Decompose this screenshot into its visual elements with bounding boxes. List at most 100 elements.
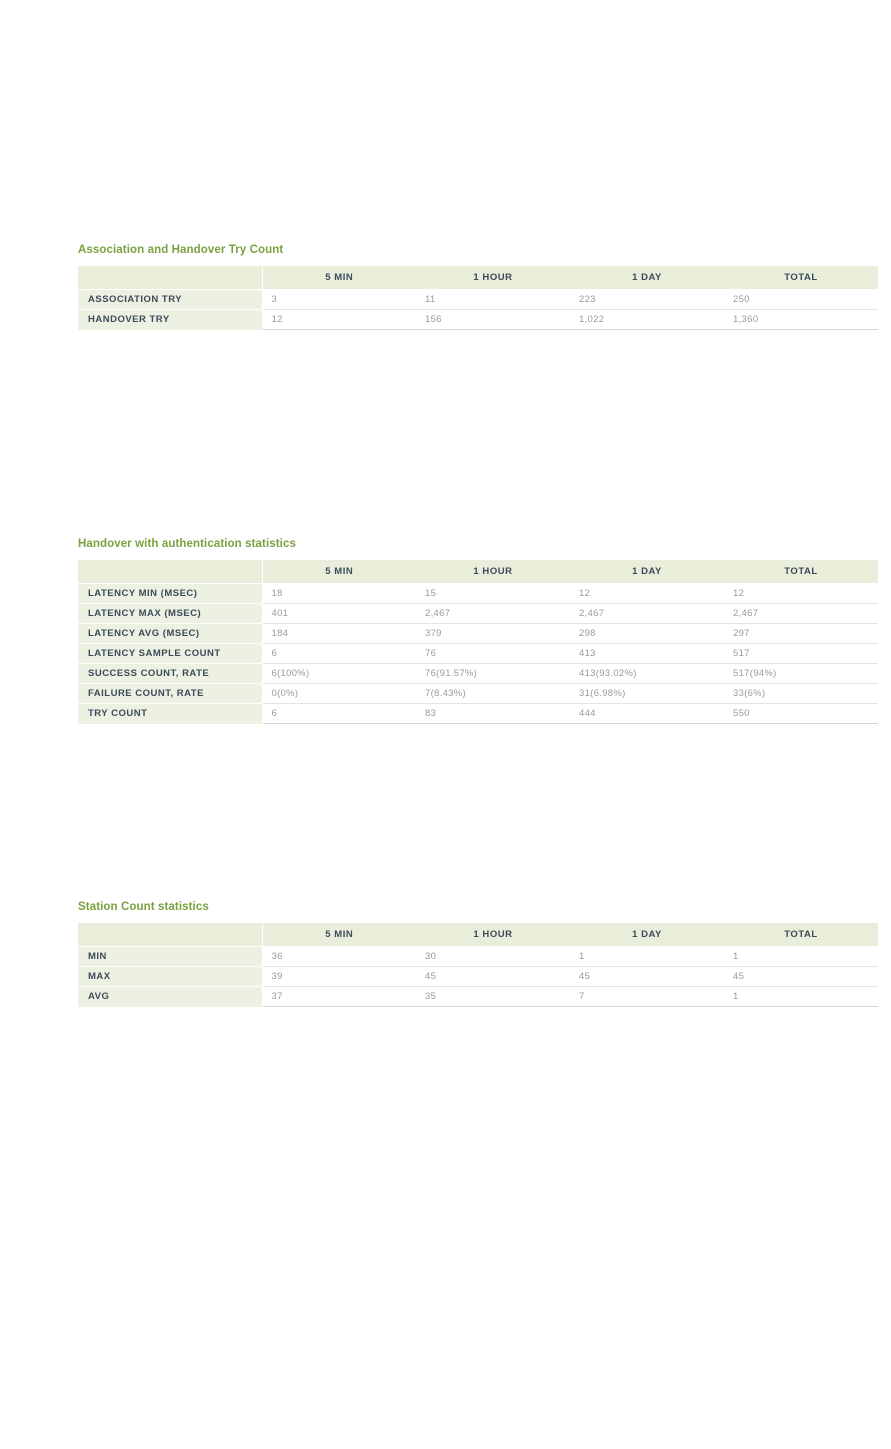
- table-row: LATENCY MIN (MSEC) 18 15 12 12: [78, 583, 878, 604]
- cell-avg-total: 1: [724, 986, 878, 1007]
- cell-max-1-hour: 45: [416, 966, 570, 987]
- cell-success-count-rate-5-min: 6(100%): [262, 663, 416, 684]
- cell-latency-avg-5-min: 184: [262, 623, 416, 644]
- cell-latency-sample-count-5-min: 6: [262, 643, 416, 664]
- cell-max-total: 45: [724, 966, 878, 987]
- cell-latency-min-1-hour: 15: [416, 583, 570, 604]
- column-header-total: TOTAL: [724, 560, 878, 584]
- column-header-total: TOTAL: [724, 266, 878, 290]
- report-section-station-count-statistics: Station Count statistics 5 MIN 1 HOUR 1 …: [78, 900, 878, 1007]
- row-label-association-try: ASSOCIATION TRY: [78, 289, 263, 310]
- cell-handover-try-1-day: 1,022: [570, 309, 724, 330]
- cell-latency-max-1-day: 2,467: [570, 603, 724, 624]
- cell-success-count-rate-1-day: 413(93.02%): [570, 663, 724, 684]
- cell-latency-sample-count-1-day: 413: [570, 643, 724, 664]
- table-row: TRY COUNT 6 83 444 550: [78, 703, 878, 724]
- table-header-row: 5 MIN 1 HOUR 1 DAY TOTAL: [78, 923, 878, 947]
- table-header: 5 MIN 1 HOUR 1 DAY TOTAL: [78, 923, 878, 947]
- column-header-1-day: 1 DAY: [570, 266, 724, 290]
- column-header-1-day: 1 DAY: [570, 923, 724, 947]
- cell-max-1-day: 45: [570, 966, 724, 987]
- cell-avg-1-hour: 35: [416, 986, 570, 1007]
- cell-failure-count-rate-1-day: 31(6.98%): [570, 683, 724, 704]
- cell-latency-max-total: 2,467: [724, 603, 878, 624]
- cell-association-try-total: 250: [724, 289, 878, 310]
- table-row: LATENCY MAX (MSEC) 401 2,467 2,467 2,467: [78, 603, 878, 624]
- cell-failure-count-rate-total: 33(6%): [724, 683, 878, 704]
- cell-latency-sample-count-total: 517: [724, 643, 878, 664]
- row-label-latency-min: LATENCY MIN (MSEC): [78, 583, 263, 604]
- cell-latency-min-total: 12: [724, 583, 878, 604]
- table-row: MIN 36 30 1 1: [78, 946, 878, 967]
- column-header-blank: [78, 266, 263, 290]
- section-title: Association and Handover Try Count: [78, 244, 284, 256]
- table-row: LATENCY AVG (MSEC) 184 379 298 297: [78, 623, 878, 644]
- cell-association-try-5-min: 3: [262, 289, 416, 310]
- column-header-1-hour: 1 HOUR: [416, 923, 570, 947]
- table-row: HANDOVER TRY 12 156 1,022 1,360: [78, 309, 878, 330]
- cell-avg-5-min: 37: [262, 986, 416, 1007]
- cell-association-try-1-day: 223: [570, 289, 724, 310]
- cell-latency-min-5-min: 18: [262, 583, 416, 604]
- column-header-1-hour: 1 HOUR: [416, 560, 570, 584]
- report-section-handover-with-authentication-statistics: Handover with authentication statistics …: [78, 537, 878, 724]
- cell-min-5-min: 36: [262, 946, 416, 967]
- cell-min-total: 1: [724, 946, 878, 967]
- column-header-5-min: 5 MIN: [262, 560, 416, 584]
- cell-association-try-1-hour: 11: [416, 289, 570, 310]
- report-section-association-handover-try-count: Association and Handover Try Count 5 MIN…: [78, 243, 878, 330]
- cell-try-count-1-day: 444: [570, 703, 724, 724]
- table-header-row: 5 MIN 1 HOUR 1 DAY TOTAL: [78, 560, 878, 584]
- cell-latency-max-5-min: 401: [262, 603, 416, 624]
- table-row: FAILURE COUNT, RATE 0(0%) 7(8.43%) 31(6.…: [78, 683, 878, 704]
- table-row: AVG 37 35 7 1: [78, 986, 878, 1007]
- cell-success-count-rate-1-hour: 76(91.57%): [416, 663, 570, 684]
- table-body: MIN 36 30 1 1 MAX 39 45 45 45 AVG 37 35: [78, 946, 878, 1007]
- cell-try-count-total: 550: [724, 703, 878, 724]
- table-row: MAX 39 45 45 45: [78, 966, 878, 987]
- cell-min-1-day: 1: [570, 946, 724, 967]
- table-row: ASSOCIATION TRY 3 11 223 250: [78, 289, 878, 310]
- cell-handover-try-total: 1,360: [724, 309, 878, 330]
- cell-try-count-1-hour: 83: [416, 703, 570, 724]
- table-body: ASSOCIATION TRY 3 11 223 250 HANDOVER TR…: [78, 289, 878, 330]
- row-label-handover-try: HANDOVER TRY: [78, 309, 263, 330]
- table-header: 5 MIN 1 HOUR 1 DAY TOTAL: [78, 266, 878, 290]
- table-header: 5 MIN 1 HOUR 1 DAY TOTAL: [78, 560, 878, 584]
- section-title: Station Count statistics: [78, 901, 209, 913]
- row-label-success-count-rate: SUCCESS COUNT, RATE: [78, 663, 263, 684]
- station-count-statistics-table: 5 MIN 1 HOUR 1 DAY TOTAL MIN 36 30 1 1 M…: [78, 923, 878, 1007]
- section-title: Handover with authentication statistics: [78, 538, 296, 550]
- handover-authentication-statistics-table: 5 MIN 1 HOUR 1 DAY TOTAL LATENCY MIN (MS…: [78, 560, 878, 724]
- cell-max-5-min: 39: [262, 966, 416, 987]
- row-label-try-count: TRY COUNT: [78, 703, 263, 724]
- table-row: LATENCY SAMPLE COUNT 6 76 413 517: [78, 643, 878, 664]
- row-label-min: MIN: [78, 946, 263, 967]
- cell-latency-max-1-hour: 2,467: [416, 603, 570, 624]
- cell-latency-avg-total: 297: [724, 623, 878, 644]
- cell-handover-try-1-hour: 156: [416, 309, 570, 330]
- cell-latency-sample-count-1-hour: 76: [416, 643, 570, 664]
- table-body: LATENCY MIN (MSEC) 18 15 12 12 LATENCY M…: [78, 583, 878, 724]
- association-handover-try-count-table: 5 MIN 1 HOUR 1 DAY TOTAL ASSOCIATION TRY…: [78, 266, 878, 330]
- column-header-1-day: 1 DAY: [570, 560, 724, 584]
- column-header-blank: [78, 923, 263, 947]
- cell-failure-count-rate-1-hour: 7(8.43%): [416, 683, 570, 704]
- cell-try-count-5-min: 6: [262, 703, 416, 724]
- cell-failure-count-rate-5-min: 0(0%): [262, 683, 416, 704]
- column-header-blank: [78, 560, 263, 584]
- row-label-max: MAX: [78, 966, 263, 987]
- column-header-5-min: 5 MIN: [262, 923, 416, 947]
- column-header-total: TOTAL: [724, 923, 878, 947]
- cell-handover-try-5-min: 12: [262, 309, 416, 330]
- column-header-1-hour: 1 HOUR: [416, 266, 570, 290]
- row-label-failure-count-rate: FAILURE COUNT, RATE: [78, 683, 263, 704]
- cell-latency-avg-1-hour: 379: [416, 623, 570, 644]
- table-row: SUCCESS COUNT, RATE 6(100%) 76(91.57%) 4…: [78, 663, 878, 684]
- row-label-latency-sample-count: LATENCY SAMPLE COUNT: [78, 643, 263, 664]
- cell-avg-1-day: 7: [570, 986, 724, 1007]
- column-header-5-min: 5 MIN: [262, 266, 416, 290]
- table-header-row: 5 MIN 1 HOUR 1 DAY TOTAL: [78, 266, 878, 290]
- row-label-latency-avg: LATENCY AVG (MSEC): [78, 623, 263, 644]
